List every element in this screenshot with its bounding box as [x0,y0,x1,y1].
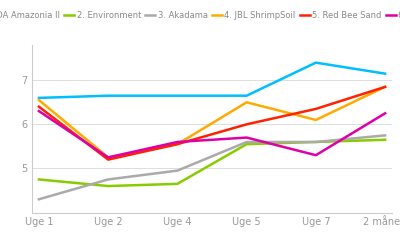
Line: 5. Red Bee Sand: 5. Red Bee Sand [39,87,385,160]
4. JBL ShrimpSoil [106,156,110,159]
5. Red Bee Sand [106,158,110,161]
5. Red Bee Sand [175,143,180,146]
4. JBL ShrimpSoil [175,143,180,146]
2. Environment [314,140,318,143]
Line: 3. Akadama: 3. Akadama [39,135,385,199]
3. Akadama [175,169,180,172]
2. Environment [383,138,388,141]
4. JBL ShrimpSoil [314,118,318,122]
6. Tropica Soil [244,136,249,139]
Line: 1. ADA Amazonia II: 1. ADA Amazonia II [39,63,385,98]
2. Environment [36,178,41,181]
5. Red Bee Sand [314,108,318,110]
5. Red Bee Sand [383,86,388,88]
Line: 6. Tropica Soil: 6. Tropica Soil [39,111,385,158]
1. ADA Amazonia II [36,96,41,100]
4. JBL ShrimpSoil [36,98,41,102]
Legend: 1. ADA Amazonia II, 2. Environment, 3. Akadama, 4. JBL ShrimpSoil, 5. Red Bee Sa: 1. ADA Amazonia II, 2. Environment, 3. A… [0,7,400,23]
3. Akadama [106,178,110,181]
Line: 4. JBL ShrimpSoil: 4. JBL ShrimpSoil [39,87,385,158]
1. ADA Amazonia II [106,94,110,97]
5. Red Bee Sand [36,105,41,108]
6. Tropica Soil [106,156,110,159]
2. Environment [175,182,180,185]
1. ADA Amazonia II [314,61,318,64]
5. Red Bee Sand [244,123,249,126]
6. Tropica Soil [314,154,318,157]
6. Tropica Soil [383,112,388,115]
1. ADA Amazonia II [383,72,388,75]
6. Tropica Soil [36,110,41,112]
2. Environment [244,143,249,146]
3. Akadama [36,198,41,201]
3. Akadama [383,134,388,137]
1. ADA Amazonia II [244,94,249,97]
3. Akadama [244,140,249,143]
3. Akadama [314,140,318,143]
4. JBL ShrimpSoil [383,86,388,88]
6. Tropica Soil [175,140,180,143]
Line: 2. Environment: 2. Environment [39,140,385,186]
1. ADA Amazonia II [175,94,180,97]
4. JBL ShrimpSoil [244,101,249,104]
2. Environment [106,184,110,188]
